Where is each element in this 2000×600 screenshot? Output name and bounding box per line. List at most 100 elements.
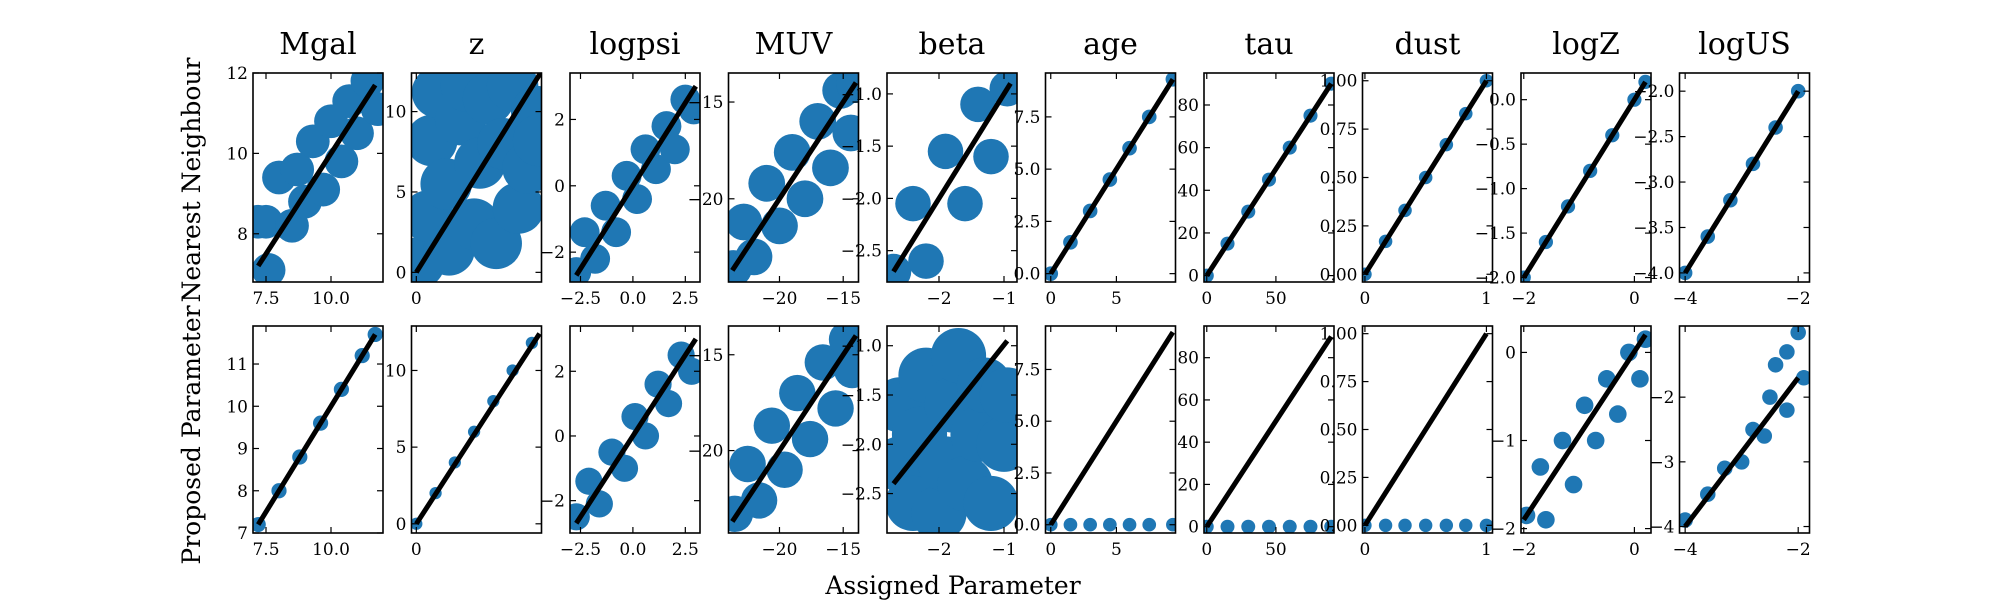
y-tick-label: −3.0 <box>1633 173 1674 193</box>
reference-line <box>1362 332 1489 527</box>
y-tick-label: 0 <box>396 263 407 283</box>
x-tick-label: 10.0 <box>312 289 350 309</box>
x-tick-label: −1 <box>991 289 1016 309</box>
panel-nn-tau: tau 0 50 0 20 40 60 80 <box>1177 27 1335 309</box>
scatter-point <box>963 475 1017 532</box>
reference-line <box>1204 82 1334 277</box>
panel-frame <box>1678 72 1811 283</box>
x-tick-label: 0 <box>1360 540 1371 560</box>
reference-line <box>1362 79 1489 276</box>
panel-nn-beta: beta −2 −1 −1.0 −1.5 −2.0 −2.5 <box>841 27 1018 309</box>
scatter-points <box>411 73 542 282</box>
y-tick-label: 0 <box>1505 343 1516 363</box>
x-tick-label: 0 <box>1360 289 1371 309</box>
scatter-point <box>786 180 824 218</box>
scatter-point <box>766 451 803 488</box>
scatter-point <box>1439 518 1454 533</box>
y-tick-label: −1.0 <box>841 85 882 105</box>
scatter-point <box>836 73 859 103</box>
reference-line <box>730 81 859 272</box>
x-tick-label: −2 <box>1511 540 1536 560</box>
scatter-point <box>812 149 849 187</box>
panel-nn-age: age 0 5 0.0 2.5 5.0 7.5 <box>1013 27 1177 309</box>
reference-line <box>574 84 698 277</box>
panel-frame <box>410 325 543 534</box>
y-tick-label: 5 <box>396 183 407 203</box>
x-tick-label: −15 <box>825 540 861 560</box>
y-tick-label: −3.5 <box>1633 218 1674 238</box>
reference-line <box>1521 80 1648 279</box>
row-label-proposed-parameter: Proposed Parameter <box>177 305 206 564</box>
y-tick-label: −2 <box>540 492 565 512</box>
reference-line <box>1683 89 1801 275</box>
y-tick-label: −1.5 <box>841 386 882 406</box>
column-title-dust: dust <box>1395 27 1461 62</box>
scatter-point <box>895 185 931 222</box>
scatter-point <box>1282 519 1297 533</box>
y-tick-label: −1.0 <box>841 337 882 357</box>
scatter-point <box>1767 357 1784 373</box>
y-tick-label: 0.25 <box>1320 468 1358 488</box>
reference-line <box>256 333 378 526</box>
scatter-point <box>1586 431 1605 450</box>
panel-proposed-tau: 0 50 0 20 40 60 80 <box>1177 325 1335 560</box>
panel-proposed-logpsi: −2.5 0.0 2.5 −2 0 2 <box>540 325 701 560</box>
x-tick-label: 10.0 <box>312 540 350 560</box>
scatter-point <box>1631 370 1649 388</box>
scatter-point <box>570 217 600 248</box>
column-title-age: age <box>1083 27 1138 62</box>
y-tick-label: 0.0 <box>1013 516 1040 536</box>
x-tick-label: −20 <box>762 540 798 560</box>
y-tick-label: 5 <box>396 438 407 458</box>
y-tick-label: −1.5 <box>841 137 882 157</box>
scatter-points <box>728 326 859 533</box>
y-tick-label: −2.5 <box>841 485 882 505</box>
scatter-point <box>1796 369 1810 386</box>
x-tick-label: 0 <box>1629 289 1640 309</box>
scatter-point <box>1779 402 1795 418</box>
scatter-points <box>1204 519 1334 533</box>
scatter-point <box>976 416 1017 472</box>
scatter-points <box>1679 326 1810 528</box>
y-tick-label: 5.0 <box>1013 160 1040 180</box>
y-tick-label: 8 <box>237 225 248 245</box>
y-tick-label: −2 <box>1649 388 1674 408</box>
scatter-point <box>1553 431 1572 450</box>
scatter-point <box>1537 510 1555 529</box>
scatter-point <box>1762 389 1778 405</box>
y-tick-label: −2.0 <box>841 189 882 209</box>
reference-line <box>1204 335 1334 529</box>
y-tick-label: 10 <box>226 144 248 164</box>
y-tick-label: −2.5 <box>1633 128 1674 148</box>
scatter-point <box>908 243 944 279</box>
y-tick-label: 40 <box>1177 181 1199 201</box>
panel-frame <box>252 72 384 283</box>
panel-frame <box>410 72 543 283</box>
scatter-point <box>779 374 816 412</box>
x-tick-label: 0 <box>411 289 422 309</box>
panel-proposed-mgal: 7.5 10.0 7 8 9 10 11 <box>226 325 384 560</box>
x-tick-label: −2.5 <box>560 289 601 309</box>
y-tick-label: 10 <box>385 361 407 381</box>
panel-frame <box>569 325 701 534</box>
scatter-point <box>761 207 798 245</box>
scatter-point <box>512 114 542 167</box>
y-tick-label: 5.0 <box>1013 412 1040 432</box>
y-tick-label: 0.50 <box>1320 421 1358 441</box>
scatter-point <box>306 172 341 207</box>
scatter-point <box>631 422 660 450</box>
x-tick-label: −2 <box>1786 289 1811 309</box>
y-tick-label: 0.50 <box>1320 169 1358 189</box>
scatter-point <box>575 467 603 495</box>
column-title-logus: logUS <box>1698 27 1791 62</box>
x-tick-label: 1 <box>1481 540 1492 560</box>
x-tick-label: 7.5 <box>252 540 279 560</box>
scatter-points <box>887 327 1017 533</box>
x-tick-label: −2 <box>1786 540 1811 560</box>
scatter-point <box>729 445 766 483</box>
x-tick-label: 0.0 <box>619 540 646 560</box>
scatter-point <box>280 152 315 187</box>
y-tick-label: 2.5 <box>1013 212 1040 232</box>
scatter-point <box>1575 396 1594 415</box>
